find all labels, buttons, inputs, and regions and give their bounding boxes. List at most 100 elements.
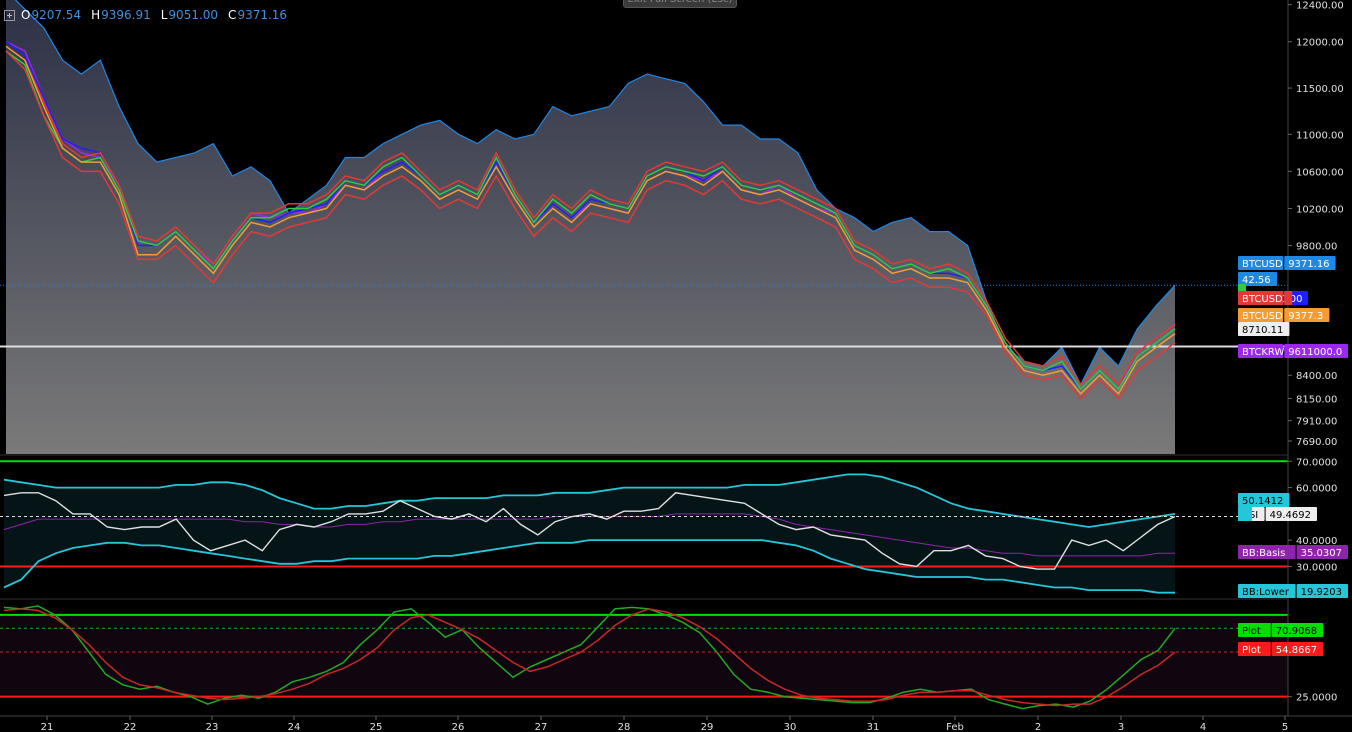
y-tick-label: 10600.00	[1296, 167, 1344, 178]
y-tick-label: 70.0000	[1296, 457, 1337, 468]
y-tick-label: 40.0000	[1296, 536, 1337, 547]
badge-series-name: Plot	[1242, 645, 1261, 656]
low-label: L	[160, 8, 168, 22]
high-label: H	[91, 8, 101, 22]
stoch-d-line	[3, 608, 1176, 707]
badge-series-name: BB:Basis	[1242, 548, 1285, 559]
badge-series-name: BTCUSD	[1242, 294, 1283, 305]
badge-series-name: BTCUSD	[1242, 311, 1283, 322]
bb-lower-line	[3, 539, 1175, 594]
badge-value: 19.9203	[1301, 587, 1342, 598]
y-tick-label: 8400.00	[1296, 371, 1337, 382]
price-badge: BTCKRW 9611000.0	[1238, 344, 1348, 358]
price-pane	[0, 0, 1288, 454]
x-tick-label: Feb	[946, 722, 964, 732]
price-badge: Plot 54.8667	[1238, 642, 1324, 656]
rsi-line	[3, 492, 1176, 570]
exit-fullscreen-button[interactable]: Exit Full Screen (Esc)	[623, 0, 737, 8]
price-badge: BTCUSD	[1238, 291, 1293, 305]
badge-series-box	[1238, 545, 1296, 559]
badge-value-box	[1296, 584, 1348, 598]
price-badge: BB:Lower 19.9203	[1238, 584, 1348, 598]
badge-series-name: BTCKRW	[1242, 347, 1284, 358]
btcusd-series-line	[14, 0, 1176, 386]
y-tick-label: 10200.00	[1296, 204, 1344, 215]
bb-upper-line	[3, 473, 1176, 528]
badge-series-box	[1238, 584, 1296, 598]
y-tick-label: 11000.00	[1296, 130, 1344, 141]
x-tick-label: 28	[618, 722, 631, 732]
badge-series-box	[1238, 291, 1284, 305]
badge-series-name: BTCUSD	[1242, 259, 1283, 270]
x-tick-label: 23	[206, 722, 219, 732]
y-tick-label: 11500.00	[1296, 84, 1344, 95]
badge-value: 70.9068	[1276, 626, 1317, 637]
badge-value-box	[1238, 272, 1277, 286]
x-tick-label: 24	[288, 722, 301, 732]
red-series-line	[5, 50, 1176, 400]
y-tick-label: 12400.00	[1296, 1, 1344, 12]
badge-value-box	[1265, 507, 1317, 521]
y-tick-label: 60.0000	[1296, 484, 1337, 495]
price-badge: 50.1412	[1238, 493, 1290, 507]
badge-value-box	[1284, 256, 1336, 270]
x-tick-label: 30	[784, 722, 797, 732]
y-tick-label: 7690.00	[1296, 437, 1337, 448]
red2-series-line	[5, 45, 1176, 386]
badge-value-box	[1284, 291, 1293, 305]
badge-value: 54.8667	[1276, 645, 1317, 656]
price-badge: BTCUSD 9377.3	[1238, 308, 1330, 322]
badge-value-box	[1271, 642, 1324, 656]
badge-value: 49.4692	[1270, 510, 1311, 521]
ohlc-legend: O 9207.54 H 9396.91 L 9051.00 C 9371.16	[4, 6, 297, 24]
y-tick-label: 8150.00	[1296, 394, 1337, 405]
badge-value: 9371.16	[1288, 259, 1329, 270]
x-tick-label: 3	[1118, 722, 1124, 732]
open-value: 9207.54	[31, 8, 82, 22]
badge-series-box	[1238, 344, 1284, 358]
x-tick-label: 22	[124, 722, 137, 732]
badge-value: 50.1412	[1242, 496, 1283, 507]
y-tick-label: 9800.00	[1296, 242, 1337, 253]
x-tick-label: 4	[1200, 722, 1206, 732]
x-tick-label: 2	[1035, 722, 1041, 732]
y-tick-label: 12000.00	[1296, 38, 1344, 49]
low-value: 9051.00	[168, 8, 219, 22]
badge-value-box	[1296, 545, 1348, 559]
badge-value-box	[1238, 493, 1290, 507]
badge-value-box	[1271, 623, 1324, 637]
badge-series-box	[1238, 256, 1284, 270]
rsi-pane	[0, 460, 1288, 594]
price-area	[6, 0, 1175, 454]
badge-series-box	[1238, 623, 1271, 637]
x-tick-label: 27	[535, 722, 548, 732]
badge-value-box	[1238, 322, 1290, 336]
x-tick-label: 31	[867, 722, 880, 732]
bb-upper-badge	[1238, 507, 1252, 521]
badge-series-box	[1238, 642, 1271, 656]
x-tick-label: 5	[1282, 722, 1288, 732]
series-labels: BTCUSD9371.1642.561005100.00BTCUSDBTCUSD…	[1238, 256, 1348, 656]
badge-series-name: BB:Lower	[1242, 587, 1290, 598]
badge-series-name: Plot	[1242, 626, 1261, 637]
x-tick-label: 21	[41, 722, 54, 732]
badge-value: 42.56	[1242, 275, 1271, 286]
x-tick-label: 25	[370, 722, 383, 732]
price-badge: 8710.11	[1238, 322, 1290, 336]
close-value: 9371.16	[237, 8, 288, 22]
stoch-k-line	[3, 605, 1176, 710]
price-badge: BTCUSD 9371.16	[1238, 256, 1336, 270]
time-axis: 21 22 23 24 25 26 27 28 29 30 31 Feb 2 3 4 5	[41, 716, 1288, 732]
y-tick-label: 25.0000	[1296, 693, 1337, 704]
high-value: 9396.91	[101, 8, 151, 22]
y-tick-label: 7910.00	[1296, 417, 1337, 428]
price-badge: Plot 70.9068	[1238, 623, 1324, 637]
stoch-band-fill	[0, 614, 1288, 697]
badge-value: 8710.11	[1242, 325, 1283, 336]
y-tick-label: 30.0000	[1296, 562, 1337, 573]
badge-value: 35.0307	[1301, 548, 1342, 559]
expand-icon[interactable]	[4, 9, 15, 21]
x-tick-label: 29	[701, 722, 714, 732]
price-badge: 42.56	[1238, 272, 1277, 286]
